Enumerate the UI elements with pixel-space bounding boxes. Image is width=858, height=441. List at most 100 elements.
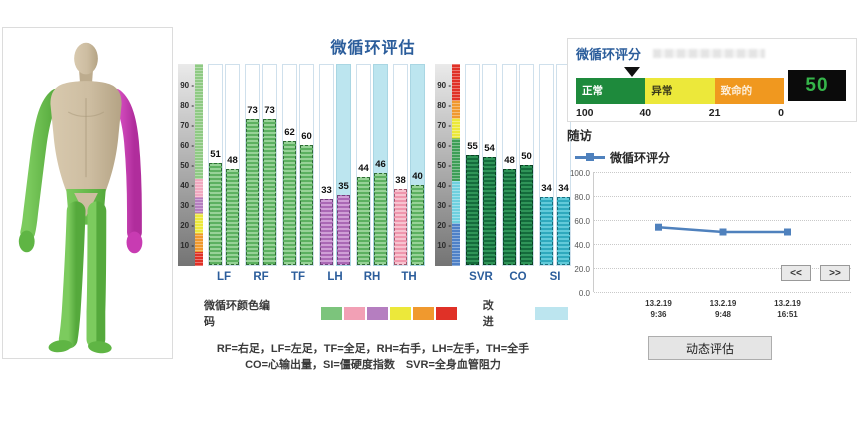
bar-rh — [357, 177, 370, 265]
bar-track: 34 — [539, 64, 554, 266]
chart-gridline: 80.0 — [574, 193, 851, 202]
body-head — [74, 42, 98, 75]
y-axis-tick: 90 - — [180, 81, 194, 90]
dynamic-assessment-button[interactable]: 动态评估 — [648, 336, 772, 360]
caption-line-2: CO=心输出量，SI=僵硬度指数 SVR=全身血管阻力 — [245, 359, 501, 371]
y-axis-tick: 20 - — [180, 221, 194, 230]
y-axis-tick: 60 - — [437, 141, 451, 150]
score-panel: 微循环评分 正常 异常 致命的 100 40 21 0 50 — [567, 38, 857, 122]
body-arm-right-green[interactable] — [18, 88, 64, 253]
y-axis-tick: 40 - — [437, 181, 451, 190]
bar-rf — [246, 119, 259, 265]
bar-tf — [300, 145, 313, 265]
bar-group-label: RH — [363, 271, 381, 283]
y-tick-label: 80.0 — [574, 193, 590, 202]
gauge-tick-label: 0 — [778, 107, 784, 119]
bar-track: 48 — [502, 64, 517, 266]
y-axis-tick: 10 - — [437, 241, 451, 250]
bar-lh — [337, 195, 350, 265]
y-axis-gradient: 90 - 80 - 70 - 60 - 50 - 40 - 30 - 20 - 10 - — [435, 64, 452, 266]
color-code-label: 微循环颜色编码 — [204, 300, 270, 328]
y-axis-tick: 80 - — [437, 101, 451, 110]
bar-value-label: 48 — [504, 155, 515, 166]
bar-track: 60 — [299, 64, 314, 266]
x-tick-date: 13.2.19 — [709, 299, 737, 308]
y-tick-label: 100.0 — [569, 169, 590, 178]
y-axis: 90 - 80 - 70 - 60 - 50 - 40 - 30 - 20 - 10 - — [178, 64, 203, 266]
chart-gridline: 100.0 — [570, 169, 851, 178]
y-tick-label: 60.0 — [574, 217, 590, 226]
y-axis-tick: 30 - — [437, 201, 451, 210]
bar-value-label: 33 — [321, 185, 332, 196]
gauge-segment: 致命的 — [714, 78, 784, 104]
y-tick-label: 20.0 — [574, 265, 590, 274]
y-axis-tick: 90 - — [437, 81, 451, 90]
y-axis-tick: 50 - — [180, 161, 194, 170]
y-tick-label: 40.0 — [574, 241, 590, 250]
body-model[interactable] — [3, 28, 172, 358]
chart-gridline: 20.0 — [574, 265, 851, 274]
body-torso[interactable] — [50, 42, 122, 203]
bar-value-label: 44 — [358, 163, 369, 174]
bar-track: 33 — [319, 64, 334, 266]
caption-line-1: RF=右足，LF=左足，TF=全足，RH=右手，LH=左手，TH=全手 — [216, 343, 530, 355]
assessment-title: 微循环评估 — [330, 40, 416, 57]
bar-group-co: 48 50 CO — [502, 64, 534, 283]
abbreviation-captions: RF=右足，LF=左足，TF=全足，RH=右手，LH=左手，TH=全手 CO=心… — [178, 341, 568, 373]
y-axis-tick: 30 - — [180, 201, 194, 210]
bar-group-label: SVR — [469, 271, 493, 283]
bar-rh — [374, 173, 387, 265]
data-point-marker — [719, 228, 727, 236]
data-point-marker — [784, 228, 791, 236]
color-swatch — [435, 306, 457, 320]
score-marker-icon — [624, 67, 641, 77]
bar-track: 38 — [393, 64, 408, 266]
bar-track: 73 — [245, 64, 260, 266]
bar-value-label: 62 — [284, 127, 295, 138]
score-title: 微循环评分 — [576, 47, 642, 62]
assessment-panel: 微循环评估 90 - 80 - 70 - 60 - 50 - 40 - 30 - 20 - 10… — [178, 34, 571, 373]
bar-chart-plot: 90 - 80 - 70 - 60 - 50 - 40 - 30 - 20 - 10 - 51 48… — [178, 64, 571, 283]
bar-tf — [283, 141, 296, 265]
body-arm-left-magenta[interactable] — [108, 88, 143, 254]
gauge-tick-label: 100 — [576, 107, 594, 119]
gauge-tick-label: 21 — [708, 107, 721, 119]
bar-value-label: 50 — [521, 151, 532, 162]
bar-svr — [483, 157, 496, 265]
improvement-track: 46 — [373, 64, 388, 266]
bar-group-label: LH — [327, 271, 343, 283]
color-swatch — [412, 306, 434, 320]
faded-watermark — [653, 49, 766, 58]
bar-track: 50 — [519, 64, 534, 266]
y-axis-tick: 20 - — [437, 221, 451, 230]
improve-swatch — [534, 306, 568, 320]
prev-button[interactable]: << — [781, 265, 811, 281]
bar-th — [411, 185, 424, 265]
color-swatch — [320, 306, 342, 320]
x-tick-label: 13.2.19 9:36 — [624, 298, 694, 320]
bar-rf — [263, 119, 276, 265]
bar-value-label: 40 — [412, 171, 423, 182]
followup-legend: 微循环评分 — [575, 149, 858, 166]
body-legs-green[interactable] — [48, 189, 113, 354]
bar-group-tf: 62 60 TF — [282, 64, 314, 283]
y-axis-gradient: 90 - 80 - 70 - 60 - 50 - 40 - 30 - 20 - 10 - — [178, 64, 195, 266]
y-axis: 90 - 80 - 70 - 60 - 50 - 40 - 30 - 20 - 10 - — [435, 64, 460, 266]
bar-lf — [209, 163, 222, 265]
color-swatch — [389, 306, 411, 320]
bar-group-label: TH — [401, 271, 417, 283]
bar-track: 62 — [282, 64, 297, 266]
bar-value-label: 35 — [338, 181, 349, 192]
x-tick-label: 13.2.19 9:48 — [688, 298, 758, 320]
bar-value-label: 73 — [264, 105, 275, 116]
y-axis-tick: 40 - — [180, 181, 194, 190]
score-gauge: 正常 异常 致命的 — [576, 67, 784, 104]
next-button[interactable]: >> — [820, 265, 850, 281]
followup-line — [655, 223, 791, 236]
y-axis-tick: 70 - — [437, 121, 451, 130]
chart-gridline: 0.0 — [579, 289, 851, 298]
chart-gridline: 60.0 — [574, 217, 851, 226]
bar-value-label: 48 — [227, 155, 238, 166]
bar-si — [540, 197, 553, 265]
data-point-marker — [655, 223, 662, 231]
